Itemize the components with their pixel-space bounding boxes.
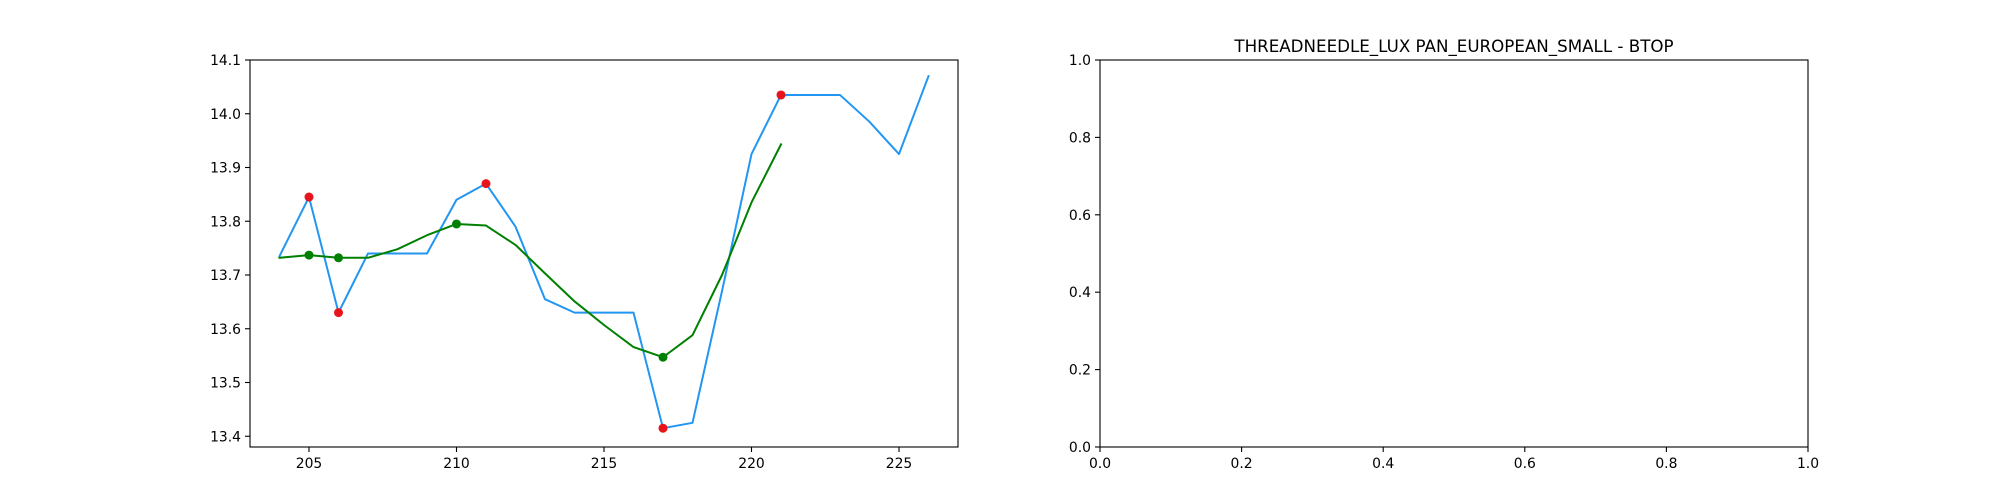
- left-y-tick-label-1: 13.5: [210, 376, 241, 392]
- left-marker-2-2: [481, 179, 491, 189]
- left-marker-2-3: [658, 423, 668, 433]
- left-y-tick-label-0: 13.4: [210, 429, 241, 445]
- left-y-tick-label-3: 13.7: [210, 268, 241, 284]
- left-x-tick-label-4: 225: [886, 456, 913, 472]
- right-x-tick-label-2: 0.4: [1372, 456, 1394, 472]
- left-x-tick-label-1: 210: [443, 456, 470, 472]
- right-y-tick-label-2: 0.4: [1069, 285, 1091, 301]
- left-marker-3-2: [452, 219, 461, 229]
- right-y-tick-label-1: 0.2: [1069, 363, 1091, 379]
- left-x-tick-label-2: 215: [591, 456, 618, 472]
- left-marker-3-1: [334, 253, 343, 263]
- left-y-tick-label-6: 14.0: [210, 107, 241, 123]
- left-y-tick-label-7: 14.1: [210, 53, 241, 69]
- left-x-tick-label-3: 220: [738, 456, 765, 472]
- left-plot-area: [278, 74, 930, 433]
- right-x-tick-label-4: 0.8: [1655, 456, 1677, 472]
- left-series-line-1: [278, 143, 783, 359]
- left-y-tick-label-2: 13.6: [210, 322, 241, 338]
- left-y-tick-label-4: 13.8: [210, 214, 241, 230]
- left-marker-2-4: [776, 90, 786, 100]
- right-y-tick-label-0: 0.0: [1069, 440, 1091, 456]
- right-x-tick-label-3: 0.6: [1514, 456, 1536, 472]
- left-x-tick-label-0: 205: [296, 456, 323, 472]
- right-x-tick-label-0: 0.0: [1089, 456, 1111, 472]
- right-axes-frame: [1099, 59, 1809, 448]
- right-y-tick-label-4: 0.8: [1069, 130, 1091, 146]
- right-chart-title: THREADNEEDLE_LUX PAN_EUROPEAN_SMALL - BT…: [1233, 36, 1673, 57]
- right-y-tick-label-5: 1.0: [1069, 53, 1091, 69]
- btop-chart: 0.0 0.2 0.4 0.6 0.8 1.0 0.0 0.2 0.4 0.6 0.8 1.0 THRE…: [1069, 36, 1819, 472]
- right-y-tick-label-3: 0.6: [1069, 208, 1091, 224]
- right-x-tick-label-5: 1.0: [1797, 456, 1819, 472]
- left-y-tick-label-5: 13.9: [210, 161, 241, 177]
- left-series-line-0: [278, 74, 930, 430]
- left-marker-3-0: [304, 250, 314, 260]
- right-x-tick-label-1: 0.2: [1231, 456, 1253, 472]
- left-marker-3-3: [658, 352, 668, 362]
- left-marker-2-0: [304, 192, 314, 202]
- left-axes-frame: [249, 59, 959, 448]
- price-chart: 205 210 215 220 225 13.4 13.5 13.6 13.7 13.8 13.9 1…: [210, 53, 959, 472]
- left-marker-2-1: [334, 308, 343, 318]
